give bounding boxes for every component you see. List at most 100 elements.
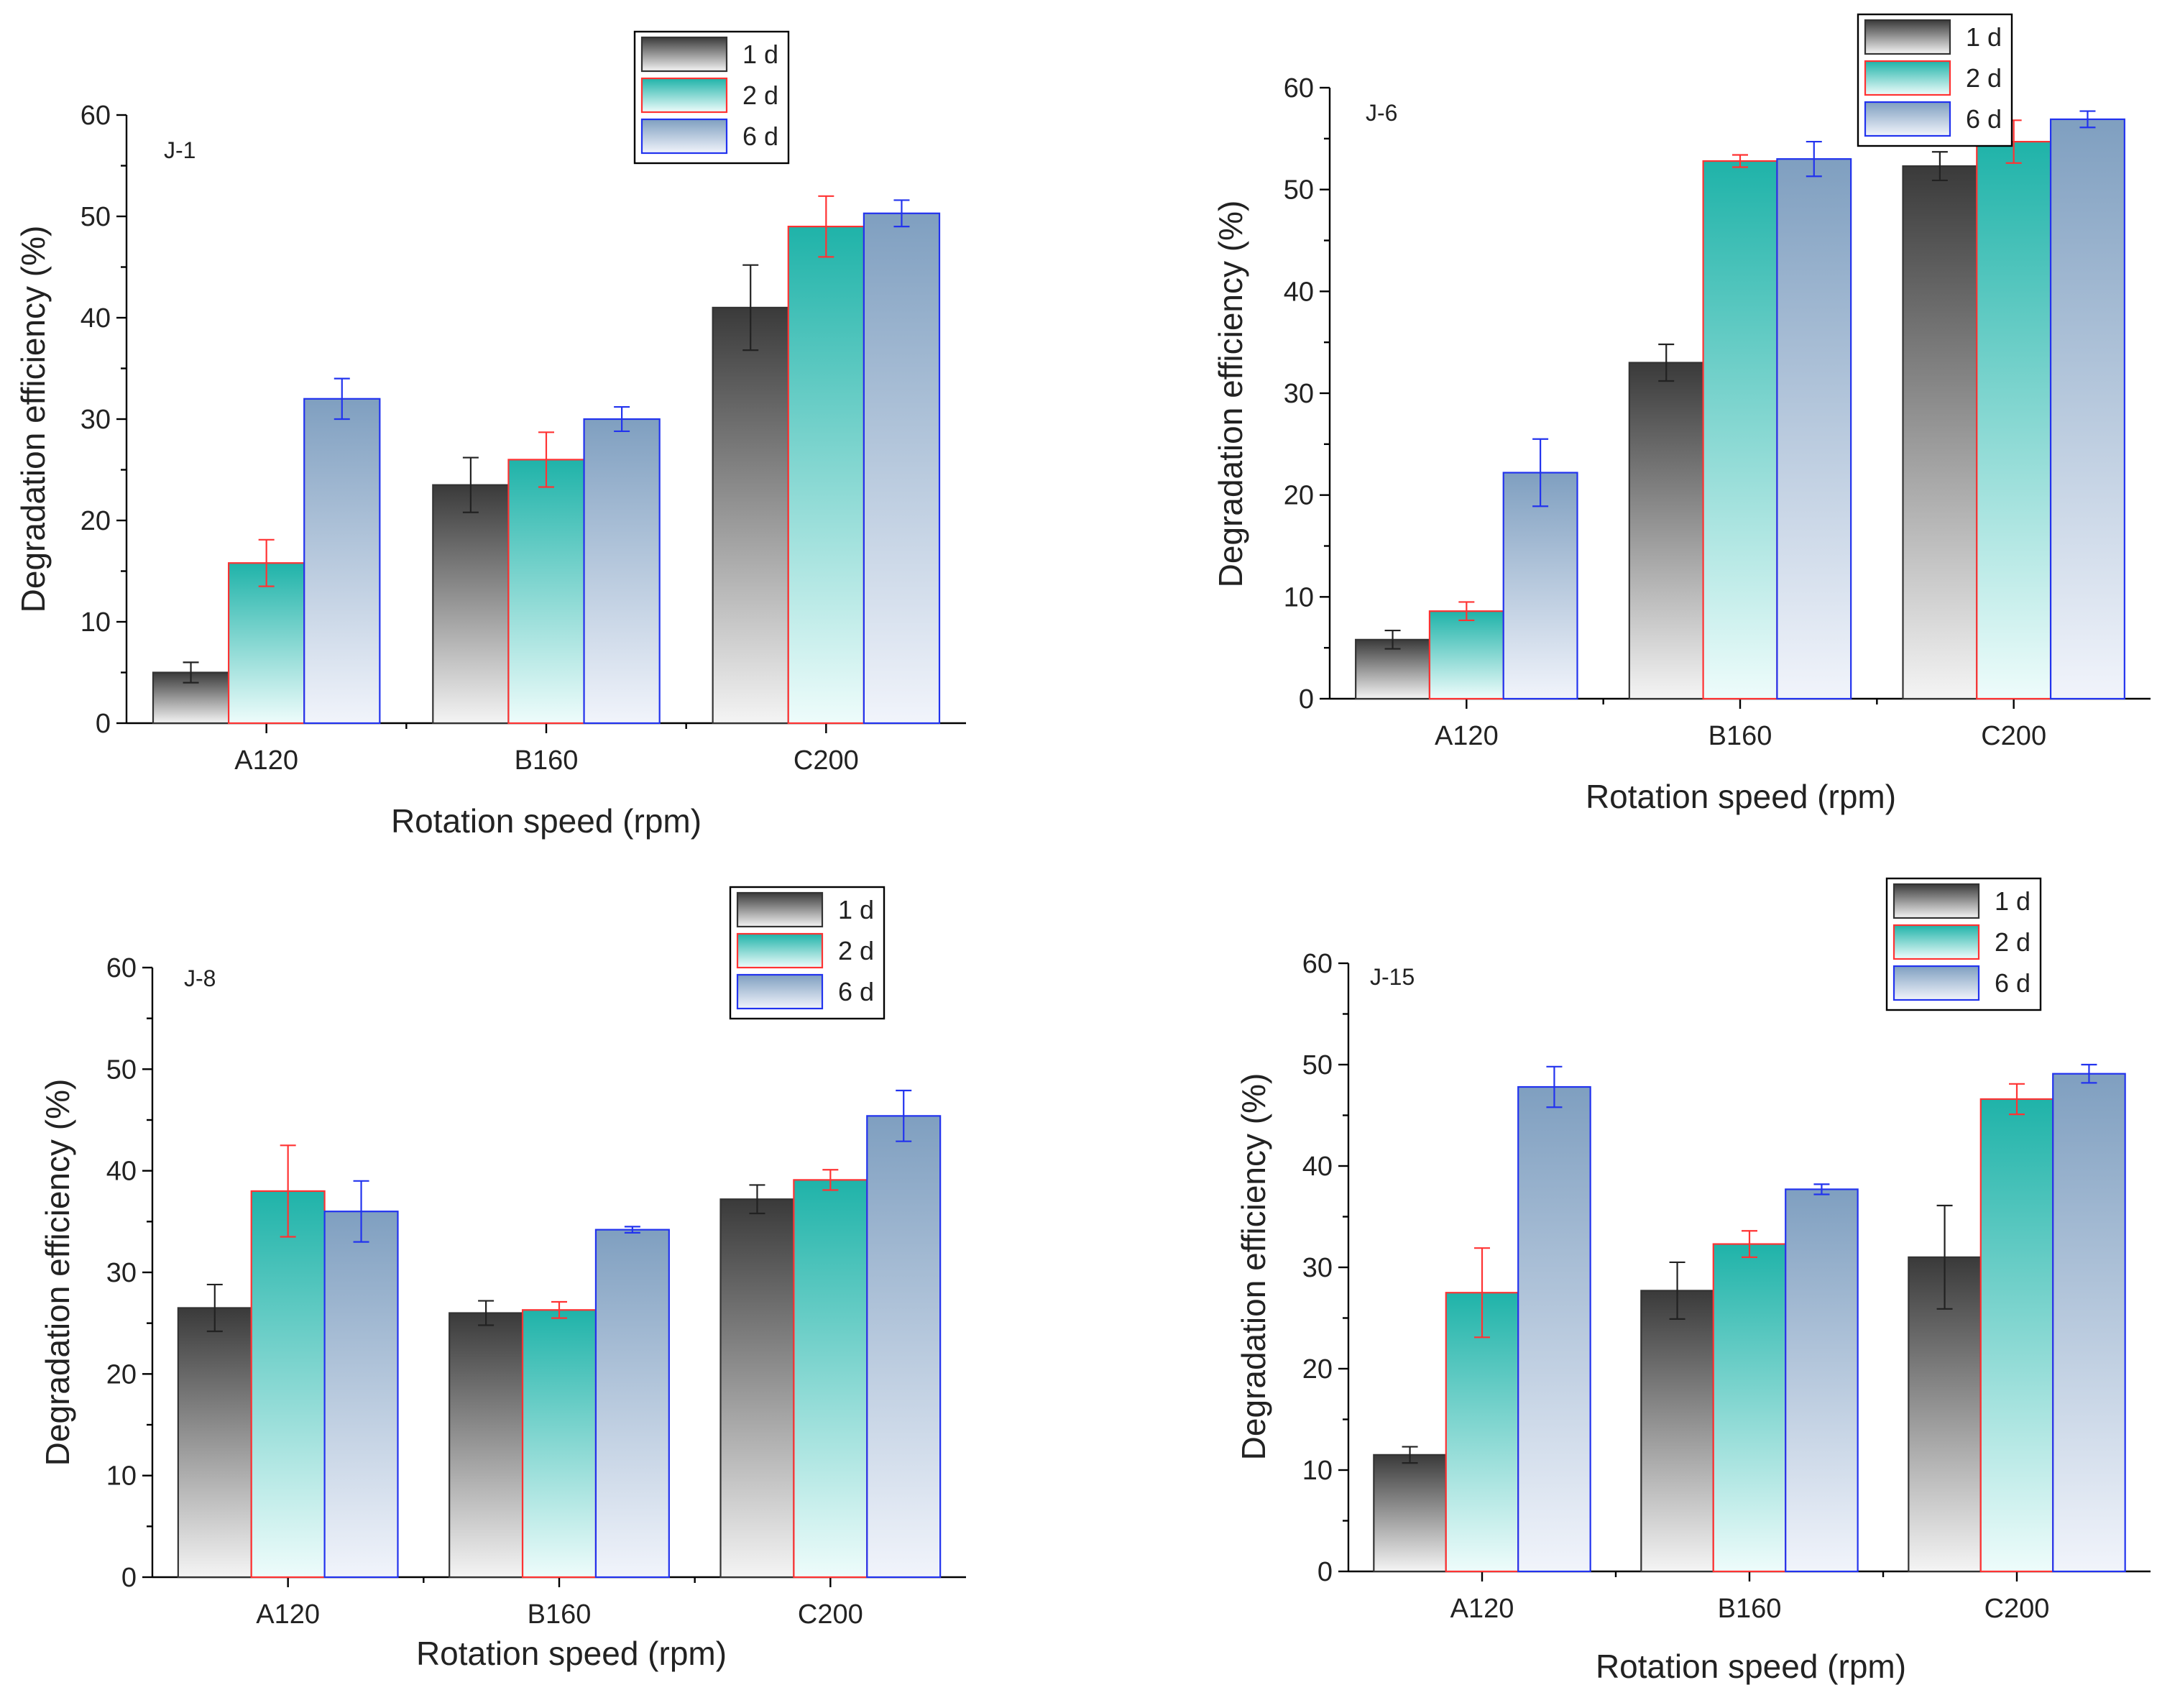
- y-tick-label: 10: [1302, 1456, 1333, 1486]
- y-tick-label: 30: [106, 1258, 137, 1288]
- bar-2d-C200: [787, 226, 865, 725]
- legend-label: 2 d: [1995, 927, 2030, 957]
- chart-panel-j8: J-8 Rotation speed (rpm) Degradation eff…: [39, 886, 966, 1672]
- bar-1d-B160: [449, 1312, 524, 1579]
- bar-1d-C200: [712, 306, 789, 725]
- panel-label: J-15: [1370, 964, 1415, 990]
- bar-2d-B160: [521, 1309, 597, 1579]
- legend-swatch-6d: [1864, 101, 1951, 137]
- error-bar: [258, 538, 275, 587]
- bar-6d-C200: [2049, 118, 2125, 700]
- y-axis-title: Degradation efficiency (%): [1212, 201, 1249, 588]
- y-tick-label: 40: [1302, 1152, 1333, 1182]
- error-bar: [1669, 1261, 1685, 1321]
- y-tick-label: 60: [1284, 73, 1314, 104]
- x-tick-label: A120: [1435, 721, 1499, 751]
- error-bar: [1742, 1230, 1757, 1259]
- x-tick-label: B160: [1718, 1594, 1782, 1624]
- legend-label: 6 d: [742, 121, 778, 151]
- error-bar: [206, 1283, 223, 1333]
- x-tick-label: B160: [1708, 721, 1772, 751]
- bar-2d-B160: [507, 459, 585, 725]
- error-bar: [2081, 1063, 2097, 1084]
- bar-6d-B160: [1785, 1188, 1859, 1573]
- bar-6d-C200: [863, 212, 941, 725]
- y-tick-label: 10: [1284, 582, 1314, 612]
- error-bar: [1384, 629, 1401, 650]
- legend-swatch-6d: [1892, 965, 1980, 1001]
- y-tick-label: 0: [96, 709, 111, 739]
- y-tick-label: 10: [106, 1461, 137, 1492]
- error-bar: [749, 1184, 765, 1215]
- y-tick-label: 20: [1284, 481, 1314, 511]
- error-bar: [818, 195, 834, 258]
- bar-2d-C200: [793, 1179, 868, 1579]
- bar-6d-B160: [594, 1229, 670, 1579]
- x-tick-label: B160: [515, 745, 579, 776]
- legend-label: 2 d: [838, 936, 874, 965]
- y-tick-label: 30: [81, 405, 111, 435]
- x-axis-title: Rotation speed (rpm): [391, 802, 702, 840]
- x-axis-title: Rotation speed (rpm): [416, 1635, 727, 1672]
- bar-2d-C200: [1976, 140, 2052, 700]
- error-bar: [1806, 140, 1822, 178]
- error-bar: [1458, 601, 1475, 622]
- bar-2d-A120: [250, 1190, 326, 1579]
- bar-6d-B160: [1776, 158, 1852, 700]
- error-bar: [538, 431, 554, 488]
- error-bar: [1936, 1204, 1953, 1310]
- y-tick-label: 0: [121, 1563, 137, 1593]
- x-axis-title: Rotation speed (rpm): [1596, 1648, 1906, 1685]
- legend-swatch-1d: [1864, 19, 1951, 55]
- bar-6d-C200: [2052, 1073, 2126, 1573]
- legend-label: 1 d: [1995, 886, 2030, 916]
- error-bar: [614, 405, 630, 433]
- legend-label: 6 d: [1966, 104, 2002, 134]
- x-tick-label: C200: [798, 1599, 863, 1630]
- legend-swatch-6d: [736, 973, 824, 1010]
- error-bar: [280, 1144, 296, 1238]
- legend-label: 1 d: [742, 40, 778, 69]
- error-bar: [1813, 1183, 1830, 1195]
- legend-swatch-2d: [736, 932, 824, 969]
- legend-swatch-2d: [640, 77, 728, 114]
- y-axis-title: Degradation efficiency (%): [1235, 1073, 1272, 1461]
- error-bar: [1402, 1446, 1418, 1464]
- y-tick-label: 50: [1302, 1050, 1333, 1080]
- panel-label: J-6: [1366, 100, 1397, 126]
- y-tick-label: 20: [106, 1359, 137, 1390]
- error-bar: [1931, 151, 1948, 182]
- legend-label: 2 d: [742, 81, 778, 110]
- bar-2d-A120: [228, 562, 305, 725]
- y-tick-label: 50: [106, 1055, 137, 1085]
- bar-1d-B160: [1628, 362, 1704, 700]
- y-tick-label: 20: [1302, 1354, 1333, 1385]
- error-bar: [462, 456, 479, 513]
- x-tick-label: A120: [234, 745, 298, 776]
- y-tick-label: 60: [81, 101, 111, 131]
- y-tick-label: 30: [1302, 1253, 1333, 1283]
- error-bar: [896, 1089, 912, 1142]
- y-tick-label: 40: [1284, 277, 1314, 307]
- bar-1d-B160: [432, 484, 510, 725]
- y-tick-label: 50: [81, 202, 111, 232]
- y-axis-title: Degradation efficiency (%): [39, 1079, 76, 1466]
- legend-swatch-6d: [640, 118, 728, 155]
- x-tick-label: B160: [528, 1599, 592, 1630]
- bar-1d-C200: [1902, 165, 1978, 700]
- bar-6d-C200: [866, 1115, 942, 1579]
- y-tick-label: 10: [81, 607, 111, 638]
- x-tick-label: C200: [1981, 721, 2046, 751]
- y-tick-label: 20: [81, 506, 111, 536]
- error-bar: [1474, 1247, 1490, 1339]
- error-bar: [624, 1226, 640, 1234]
- legend-label: 6 d: [838, 977, 874, 1006]
- legend-swatch-1d: [736, 891, 824, 928]
- bar-6d-A120: [1502, 472, 1578, 700]
- bar-2d-C200: [1979, 1098, 2054, 1573]
- error-bar: [478, 1300, 495, 1326]
- panel-label: J-8: [184, 965, 216, 991]
- bar-6d-A120: [303, 398, 381, 725]
- y-tick-label: 0: [1299, 684, 1314, 715]
